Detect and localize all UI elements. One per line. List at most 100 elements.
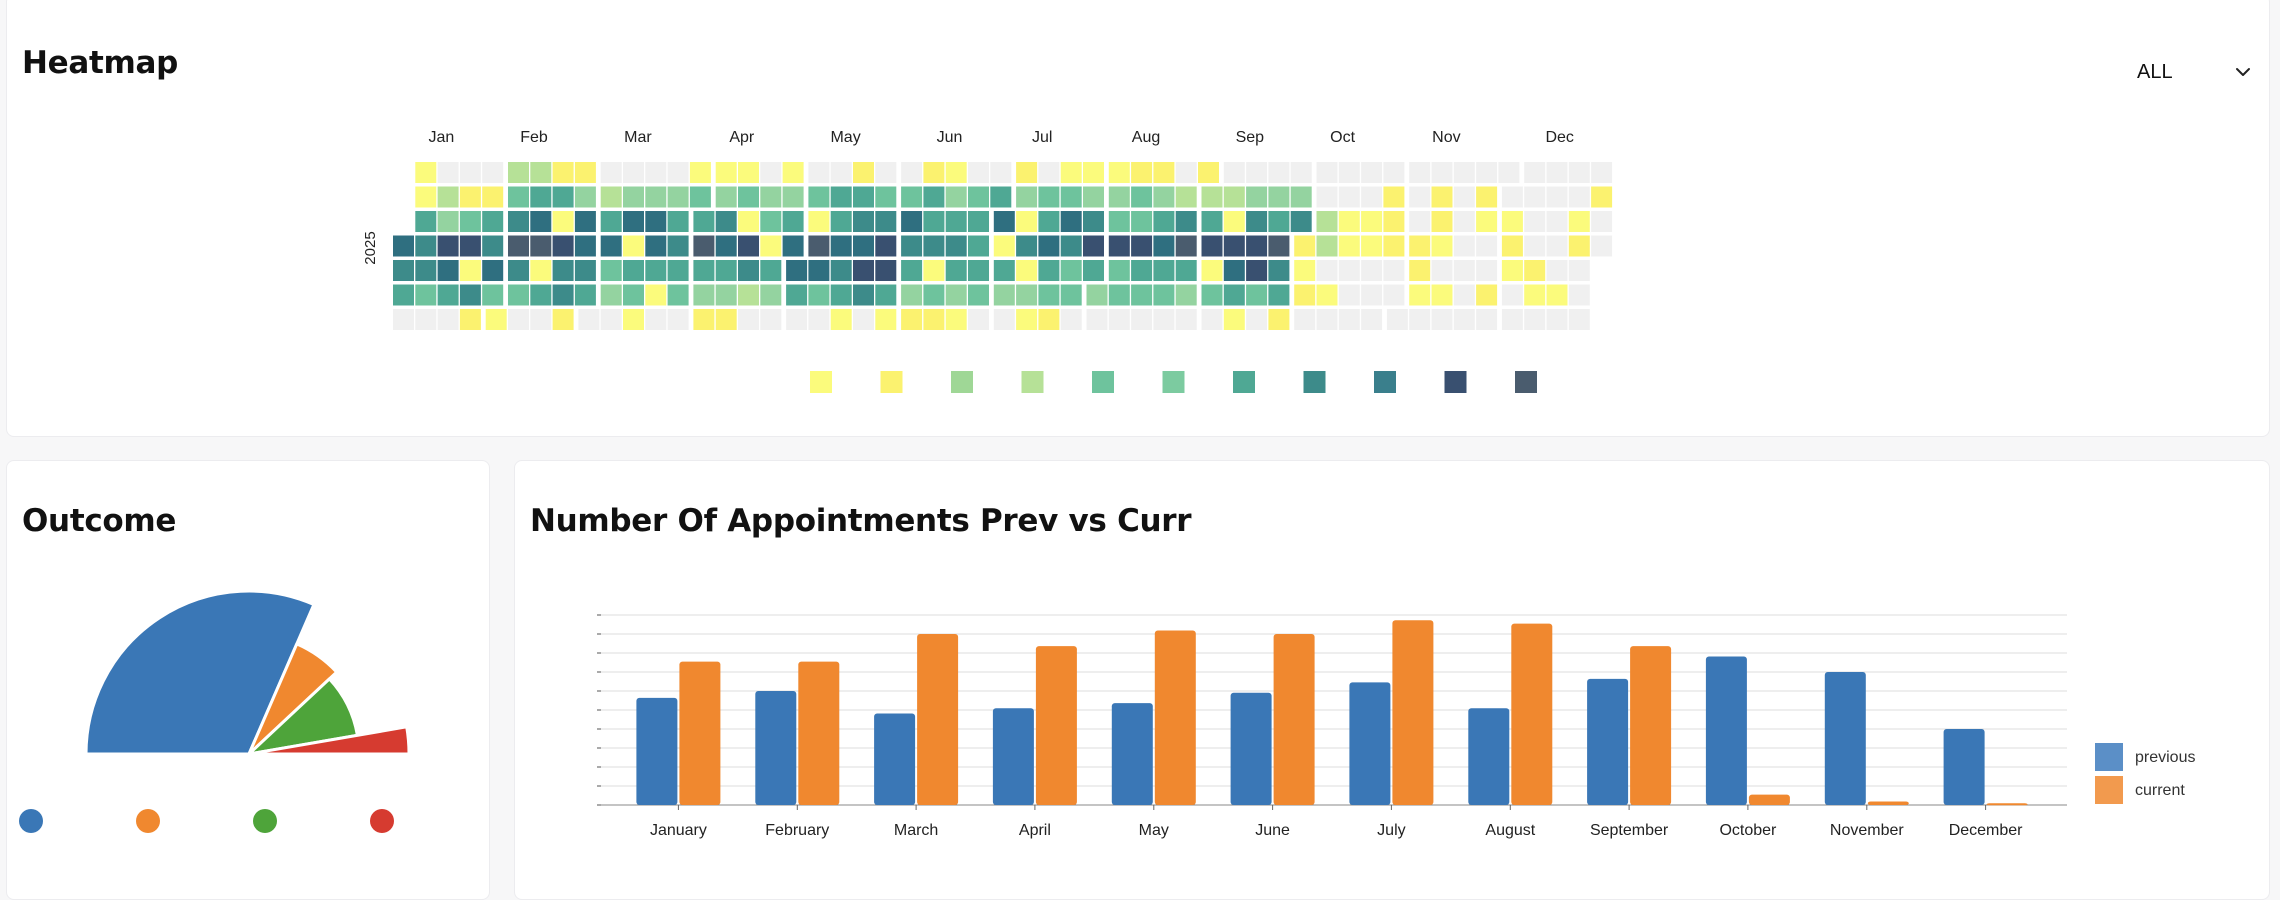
heatmap-day-cell[interactable] — [923, 309, 945, 330]
heatmap-day-cell[interactable] — [738, 235, 759, 257]
heatmap-day-cell[interactable] — [667, 260, 689, 281]
heatmap-day-cell[interactable] — [693, 309, 715, 330]
heatmap-day-cell[interactable] — [760, 235, 782, 257]
heatmap-day-cell[interactable] — [667, 186, 689, 208]
heatmap-day-cell[interactable] — [830, 235, 852, 257]
heatmap-day-cell[interactable] — [1083, 235, 1104, 257]
heatmap-day-cell[interactable] — [552, 309, 574, 330]
heatmap-day-cell[interactable] — [552, 162, 574, 183]
heatmap-day-cell[interactable] — [482, 162, 504, 183]
heatmap-day-cell[interactable] — [968, 235, 989, 257]
heatmap-day-cell[interactable] — [782, 211, 804, 232]
heatmap-day-cell[interactable] — [437, 162, 459, 183]
heatmap-day-cell[interactable] — [600, 284, 622, 306]
bar-previous[interactable] — [755, 691, 797, 805]
heatmap-day-cell[interactable] — [990, 186, 1012, 208]
heatmap-day-cell[interactable] — [1431, 186, 1453, 208]
heatmap-day-cell[interactable] — [1016, 309, 1038, 330]
heatmap-day-cell[interactable] — [808, 186, 830, 208]
heatmap-day-cell[interactable] — [1409, 235, 1431, 257]
heatmap-day-cell[interactable] — [482, 186, 504, 208]
bar-current[interactable] — [798, 661, 840, 805]
heatmap-day-cell[interactable] — [1038, 211, 1060, 232]
heatmap-day-cell[interactable] — [1131, 186, 1153, 208]
heatmap-day-cell[interactable] — [1175, 260, 1197, 281]
heatmap-day-cell[interactable] — [875, 211, 897, 232]
heatmap-day-cell[interactable] — [1568, 211, 1590, 232]
heatmap-day-cell[interactable] — [508, 211, 529, 232]
heatmap-day-cell[interactable] — [1476, 309, 1498, 330]
heatmap-day-cell[interactable] — [945, 260, 967, 281]
heatmap-day-cell[interactable] — [1016, 260, 1038, 281]
heatmap-day-cell[interactable] — [623, 162, 644, 183]
heatmap-day-cell[interactable] — [945, 211, 967, 232]
heatmap-day-cell[interactable] — [901, 284, 923, 306]
heatmap-day-cell[interactable] — [600, 162, 622, 183]
heatmap-day-cell[interactable] — [1108, 162, 1130, 183]
heatmap-day-cell[interactable] — [1546, 211, 1568, 232]
heatmap-day-cell[interactable] — [645, 162, 667, 183]
heatmap-day-cell[interactable] — [945, 186, 967, 208]
heatmap-day-cell[interactable] — [574, 186, 596, 208]
heatmap-day-cell[interactable] — [645, 284, 667, 306]
heatmap-day-cell[interactable] — [482, 260, 504, 281]
heatmap-day-cell[interactable] — [1453, 235, 1475, 257]
heatmap-day-cell[interactable] — [1383, 162, 1405, 183]
heatmap-day-cell[interactable] — [715, 260, 737, 281]
heatmap-day-cell[interactable] — [1153, 235, 1175, 257]
heatmap-day-cell[interactable] — [786, 260, 808, 281]
heatmap-day-cell[interactable] — [1108, 260, 1130, 281]
heatmap-day-cell[interactable] — [1016, 211, 1038, 232]
bar-previous[interactable] — [1349, 682, 1391, 805]
bar-current[interactable] — [1154, 630, 1196, 806]
heatmap-day-cell[interactable] — [693, 211, 715, 232]
heatmap-day-cell[interactable] — [645, 309, 667, 330]
heatmap-day-cell[interactable] — [574, 162, 596, 183]
heatmap-day-cell[interactable] — [1501, 260, 1523, 281]
outcome-legend-dot[interactable] — [370, 809, 394, 833]
heatmap-day-cell[interactable] — [1268, 162, 1290, 183]
heatmap-day-cell[interactable] — [715, 309, 737, 330]
heatmap-day-cell[interactable] — [459, 284, 481, 306]
heatmap-day-cell[interactable] — [1201, 235, 1223, 257]
heatmap-day-cell[interactable] — [1546, 186, 1568, 208]
bar-current[interactable] — [1986, 803, 2028, 806]
heatmap-filter-select[interactable]: ALL — [2137, 55, 2255, 89]
heatmap-day-cell[interactable] — [853, 162, 874, 183]
heatmap-day-cell[interactable] — [1246, 309, 1268, 330]
heatmap-day-cell[interactable] — [437, 284, 459, 306]
heatmap-day-cell[interactable] — [1016, 235, 1038, 257]
heatmap-day-cell[interactable] — [1038, 260, 1060, 281]
heatmap-day-cell[interactable] — [415, 211, 437, 232]
heatmap-day-cell[interactable] — [552, 211, 574, 232]
heatmap-day-cell[interactable] — [1591, 235, 1613, 257]
heatmap-day-cell[interactable] — [1223, 309, 1245, 330]
heatmap-day-cell[interactable] — [1383, 260, 1405, 281]
heatmap-day-cell[interactable] — [853, 211, 874, 232]
heatmap-day-cell[interactable] — [1131, 260, 1153, 281]
heatmap-day-cell[interactable] — [600, 260, 622, 281]
heatmap-day-cell[interactable] — [853, 260, 874, 281]
heatmap-day-cell[interactable] — [1501, 235, 1523, 257]
heatmap-day-cell[interactable] — [1016, 186, 1038, 208]
heatmap-day-cell[interactable] — [393, 260, 414, 281]
heatmap-day-cell[interactable] — [437, 235, 459, 257]
heatmap-day-cell[interactable] — [1383, 211, 1405, 232]
heatmap-day-cell[interactable] — [1246, 162, 1268, 183]
heatmap-day-cell[interactable] — [1591, 211, 1613, 232]
heatmap-day-cell[interactable] — [1131, 211, 1153, 232]
heatmap-day-cell[interactable] — [1591, 186, 1613, 208]
heatmap-day-cell[interactable] — [393, 235, 414, 257]
heatmap-day-cell[interactable] — [738, 260, 759, 281]
heatmap-day-cell[interactable] — [530, 284, 552, 306]
heatmap-day-cell[interactable] — [1591, 162, 1613, 183]
heatmap-day-cell[interactable] — [923, 211, 945, 232]
heatmap-day-cell[interactable] — [808, 235, 830, 257]
heatmap-day-cell[interactable] — [1201, 309, 1223, 330]
heatmap-day-cell[interactable] — [1316, 284, 1338, 306]
heatmap-day-cell[interactable] — [415, 162, 437, 183]
outcome-legend-dot[interactable] — [19, 809, 43, 833]
heatmap-day-cell[interactable] — [1524, 260, 1546, 281]
heatmap-day-cell[interactable] — [1201, 211, 1223, 232]
heatmap-day-cell[interactable] — [1501, 309, 1523, 330]
